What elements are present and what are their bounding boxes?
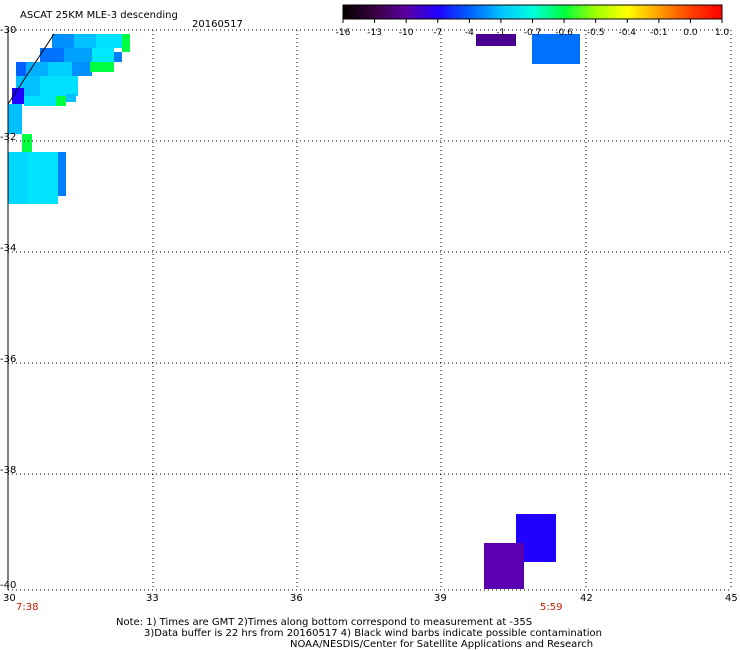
colorbar-label: -0.5: [586, 28, 605, 38]
colorbar-label: -0.7: [523, 28, 542, 38]
colorbar-label: 1.0: [714, 28, 730, 38]
x-tick-label: 42: [580, 593, 593, 604]
x-tick-label: 36: [290, 593, 303, 604]
data-swath-east: [476, 34, 580, 589]
colorbar-label: -1: [496, 28, 506, 38]
colorbar-label: -16: [335, 28, 351, 38]
data-swath-west: [8, 34, 130, 204]
y-tick-label: -32: [0, 132, 17, 143]
y-tick-label: -34: [0, 243, 17, 254]
time-label-left: 7:38: [16, 602, 39, 613]
colorbar: [342, 4, 723, 23]
y-tick-label: -40: [0, 580, 17, 591]
x-tick-label: 39: [434, 593, 447, 604]
map-date: 20160517: [192, 19, 243, 30]
note-line-1: Note: 1) Times are GMT 2)Times along bot…: [116, 617, 533, 628]
colorbar-label: -0.1: [650, 28, 668, 38]
colorbar-label: -13: [367, 28, 382, 38]
colorbar-gradient: [342, 4, 723, 20]
note-line-2: 3)Data buffer is 22 hrs from 20160517 4)…: [144, 628, 602, 639]
colorbar-label: 0.0: [683, 28, 698, 38]
map-title: ASCAT 25KM MLE-3 descending: [20, 10, 178, 21]
x-tick-label: 33: [146, 593, 159, 604]
x-tick-label: 45: [725, 593, 738, 604]
y-tick-label: -38: [0, 465, 17, 476]
time-label-right: 5:59: [540, 602, 563, 613]
orbit-track: [7, 33, 55, 105]
y-tick-label: -30: [0, 25, 17, 36]
colorbar-label: -10: [398, 28, 414, 38]
colorbar-label: -0.6: [555, 28, 573, 38]
colorbar-label: -4: [464, 28, 474, 38]
x-tick-label: 30: [3, 593, 16, 604]
y-tick-label: -36: [0, 354, 17, 365]
map-grid: [8, 29, 732, 591]
note-line-3: NOAA/NESDIS/Center for Satellite Applica…: [290, 639, 594, 650]
colorbar-label: -7: [433, 28, 443, 38]
colorbar-label: -0.4: [618, 28, 637, 38]
